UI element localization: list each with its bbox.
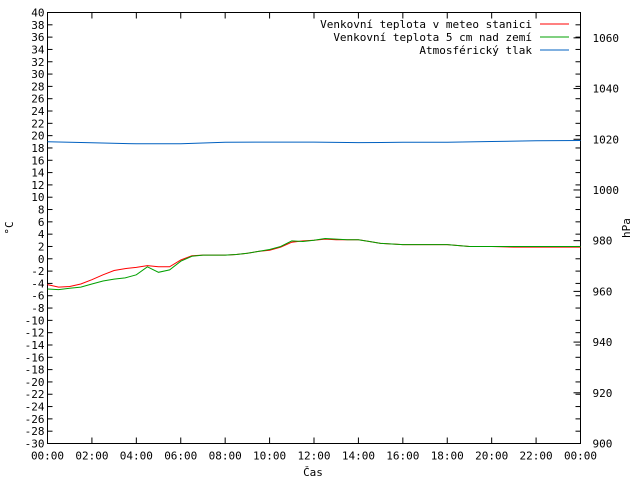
y-tick-label: -10 — [25, 314, 45, 327]
y-tick-label: 38 — [31, 19, 44, 32]
legend-label: Venkovní teplota v meteo stanici — [320, 18, 532, 31]
y-tick-label: 18 — [31, 142, 44, 155]
x-tick-label: 14:00 — [342, 450, 375, 463]
x-tick-label: 20:00 — [475, 450, 508, 463]
x-tick-label: 00:00 — [564, 450, 597, 463]
y-tick-label: 10 — [31, 191, 44, 204]
y-tick-label: 12 — [31, 179, 44, 192]
y-tick-label: -12 — [25, 327, 45, 340]
y-tick-label: 36 — [31, 31, 44, 44]
y2-tick-label: 1040 — [593, 83, 620, 96]
y2-tick-label: 980 — [593, 235, 613, 248]
y-tick-label: 16 — [31, 154, 44, 167]
y2-axis-ticks: 900 920 940 960 980 1000 1020 1040 1060 — [573, 32, 620, 451]
x-tick-label: 06:00 — [164, 450, 197, 463]
y-tick-label: 22 — [31, 117, 44, 130]
y2-tick-label: 960 — [593, 285, 613, 298]
y-tick-label: -26 — [25, 413, 45, 426]
y-tick-label: 40 — [31, 7, 44, 20]
legend-label: Venkovní teplota 5 cm nad zemí — [333, 31, 532, 44]
y2-tick-label: 900 — [593, 438, 613, 451]
y-axis-ticks: -30-28-26-24-22-20-18-16-14-12-10-8-6-4-… — [25, 7, 581, 451]
y-tick-label: 0 — [38, 253, 45, 266]
y-tick-label: 32 — [31, 56, 44, 69]
y-tick-label: 4 — [38, 228, 45, 241]
y-tick-label: 24 — [31, 105, 45, 118]
y-tick-label: 8 — [38, 204, 45, 217]
y-tick-label: 2 — [38, 240, 45, 253]
x-tick-label: 00:00 — [31, 450, 64, 463]
y-tick-label: 26 — [31, 93, 44, 106]
x-tick-label: 16:00 — [386, 450, 419, 463]
y-tick-label: -8 — [31, 302, 44, 315]
y-tick-label: -2 — [31, 265, 44, 278]
y-tick-label: 14 — [31, 167, 45, 180]
y-tick-label: 20 — [31, 130, 44, 143]
x-tick-label: 04:00 — [120, 450, 153, 463]
y-tick-label: 30 — [31, 68, 44, 81]
y2-tick-label: 1060 — [593, 32, 620, 45]
x-axis-ticks: 00:00 02:00 04:00 06:00 08:00 10:00 12:00 14:00… — [31, 12, 597, 463]
x-tick-label: 08:00 — [209, 450, 242, 463]
series-lines — [47, 140, 581, 291]
series-line-2 — [47, 237, 581, 291]
y-tick-label: -4 — [31, 277, 45, 290]
x-tick-label: 18:00 — [431, 450, 464, 463]
y-tick-label: -22 — [25, 388, 45, 401]
x-tick-label: 22:00 — [520, 450, 553, 463]
y2-axis-label: hPa — [620, 218, 633, 238]
y2-tick-label: 1020 — [593, 133, 620, 146]
y-tick-label: 28 — [31, 80, 44, 93]
y2-tick-label: 920 — [593, 387, 613, 400]
y-tick-label: -24 — [25, 401, 45, 414]
series-line-3 — [47, 140, 581, 145]
x-tick-label: 02:00 — [75, 450, 108, 463]
y-tick-label: -28 — [25, 425, 45, 438]
y2-tick-label: 1000 — [593, 184, 620, 197]
y-tick-label: 34 — [31, 43, 45, 56]
x-tick-label: 12:00 — [297, 450, 330, 463]
y-axis-label: °C — [3, 221, 16, 234]
y-tick-label: -16 — [25, 351, 45, 364]
y-tick-label: -14 — [25, 339, 45, 352]
x-axis-label: Čas — [303, 466, 323, 479]
y-tick-label: -20 — [25, 376, 45, 389]
y-tick-label: -6 — [31, 290, 44, 303]
y2-tick-label: 940 — [593, 336, 613, 349]
legend-label: Atmosférický tlak — [419, 44, 532, 57]
x-tick-label: 10:00 — [253, 450, 286, 463]
legend: Venkovní teplota v meteo staniciVenkovní… — [320, 18, 569, 57]
y-tick-label: 6 — [38, 216, 45, 229]
y-tick-label: -18 — [25, 364, 45, 377]
y-tick-label: -30 — [25, 438, 45, 451]
